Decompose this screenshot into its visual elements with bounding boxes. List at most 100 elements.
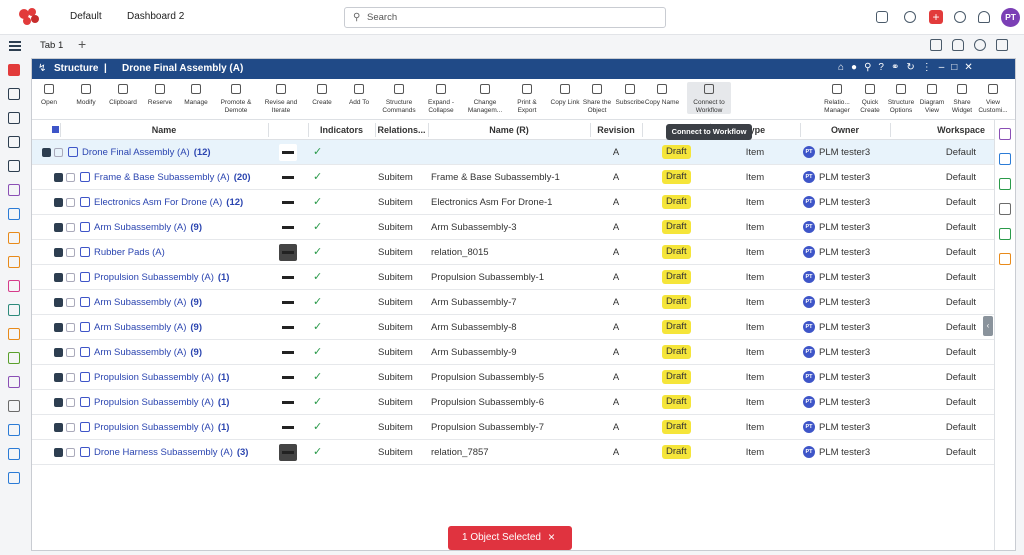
panel-icon[interactable] (999, 203, 1011, 215)
table-row[interactable]: Frame & Base Subassembly (A) (20) ✓ Subitem… (32, 165, 994, 190)
object-name[interactable]: Frame & Base Subassembly (A) (20) (94, 172, 251, 183)
toolbar-button[interactable]: Clipboard (101, 82, 145, 107)
expand-toggle[interactable] (54, 248, 63, 257)
toolbar-button[interactable]: Modify (64, 82, 108, 107)
icon[interactable] (978, 11, 990, 23)
header-icons[interactable]: ⌂●⚲?⚭↻⋮–□✕ (838, 62, 980, 73)
toolbar-button[interactable]: Print & Export (505, 82, 549, 114)
dashboard-tab[interactable]: Dashboard 2 (127, 11, 185, 22)
add-tab[interactable]: + (78, 36, 87, 52)
object-name[interactable]: Propulsion Subassembly (A) (1) (94, 272, 230, 283)
row-checkbox[interactable] (66, 398, 75, 407)
toolbar-button[interactable]: Create (300, 82, 344, 107)
toolbar-button[interactable]: Revise and Iterate (259, 82, 303, 114)
row-checkbox[interactable] (66, 273, 75, 282)
toolbar-button[interactable]: Diagram View (910, 82, 954, 114)
sidebar-icon[interactable] (8, 136, 20, 148)
toolbar-button[interactable]: Structure Options (879, 82, 923, 114)
row-checkbox[interactable] (66, 323, 75, 332)
toolbar-button[interactable]: Copy Link (543, 82, 587, 107)
panel-icon[interactable] (999, 178, 1011, 190)
search-box[interactable]: ⚲ Search (344, 7, 666, 28)
object-name[interactable]: Arm Subassembly (A) (9) (94, 347, 203, 358)
table-row[interactable]: Drone Final Assembly (A) (12) ✓ A Draft Item P… (32, 140, 994, 165)
object-name[interactable]: Propulsion Subassembly (A) (1) (94, 422, 230, 433)
toolbar-button[interactable]: Manage (174, 82, 218, 107)
toolbar-button[interactable]: Share Widget (940, 82, 984, 114)
icon[interactable] (952, 39, 964, 51)
icon[interactable] (876, 11, 888, 23)
tab[interactable]: Tab 1 (40, 40, 64, 51)
row-checkbox[interactable] (54, 148, 63, 157)
row-checkbox[interactable] (66, 423, 75, 432)
menu-icon[interactable] (9, 41, 21, 51)
toolbar-button[interactable]: Promote & Demote (214, 82, 258, 114)
column-header[interactable]: Type (744, 125, 766, 135)
expand-toggle[interactable] (54, 423, 63, 432)
toolbar-button[interactable]: Expand - Collapse (419, 82, 463, 114)
table-row[interactable]: Arm Subassembly (A) (9) ✓ Subitem Arm Subass… (32, 215, 994, 240)
toolbar-button[interactable]: Relatio... Manager (815, 82, 859, 114)
toolbar-button[interactable]: Open (27, 82, 71, 107)
sidebar-icon[interactable] (8, 304, 20, 316)
sidebar-icon[interactable] (8, 208, 20, 220)
icon[interactable] (904, 11, 916, 23)
row-checkbox[interactable] (66, 448, 75, 457)
clear-selection[interactable]: × (548, 530, 556, 544)
row-checkbox[interactable] (66, 373, 75, 382)
object-name[interactable]: Propulsion Subassembly (A) (1) (94, 372, 230, 383)
row-checkbox[interactable] (66, 223, 75, 232)
object-name[interactable]: Propulsion Subassembly (A) (1) (94, 397, 230, 408)
column-header[interactable]: Workspace (937, 125, 985, 135)
toolbar-button[interactable]: Add To (337, 82, 381, 107)
expand-toggle[interactable] (54, 273, 63, 282)
expand-toggle[interactable] (54, 398, 63, 407)
collapse-handle[interactable]: ‹ (983, 316, 993, 336)
column-header[interactable]: Name (R) (489, 125, 529, 135)
object-name[interactable]: Arm Subassembly (A) (9) (94, 222, 203, 233)
toolbar-button[interactable]: Share the Object (575, 82, 619, 114)
sidebar-icon[interactable] (8, 352, 20, 364)
sidebar-icon[interactable] (8, 64, 20, 76)
expand-toggle[interactable] (54, 298, 63, 307)
expand-toggle[interactable] (54, 323, 63, 332)
panel-icon[interactable] (999, 128, 1011, 140)
column-header[interactable]: Name (151, 125, 177, 135)
expand-toggle[interactable] (54, 198, 63, 207)
sidebar-icon[interactable] (8, 376, 20, 388)
expand-toggle[interactable] (54, 348, 63, 357)
user-avatar[interactable]: PT (1001, 8, 1020, 27)
object-name[interactable]: Electronics Asm For Drone (A) (12) (94, 197, 244, 208)
object-name[interactable]: Drone Harness Subassembly (A) (3) (94, 447, 249, 458)
row-checkbox[interactable] (66, 173, 75, 182)
row-checkbox[interactable] (66, 298, 75, 307)
row-checkbox[interactable] (66, 198, 75, 207)
icon[interactable] (930, 39, 942, 51)
toolbar-button[interactable]: Reserve (138, 82, 182, 107)
sidebar-icon[interactable] (8, 328, 20, 340)
toolbar-button[interactable]: View Customi... (971, 82, 1015, 114)
sidebar-icon[interactable] (8, 424, 20, 436)
object-name[interactable]: Drone Final Assembly (A) (12) (82, 147, 211, 158)
icon[interactable] (974, 39, 986, 51)
table-row[interactable]: Arm Subassembly (A) (9) ✓ Subitem Arm Subass… (32, 315, 994, 340)
panel-icon[interactable] (999, 228, 1011, 240)
icon[interactable] (954, 11, 966, 23)
object-name[interactable]: Arm Subassembly (A) (9) (94, 297, 203, 308)
table-row[interactable]: Propulsion Subassembly (A) (1) ✓ Subitem Pro… (32, 365, 994, 390)
expand-toggle[interactable] (42, 148, 51, 157)
column-header[interactable]: Relations... (377, 125, 426, 135)
toolbar-button[interactable]: Change Managem... (463, 82, 507, 114)
object-name[interactable]: Rubber Pads (A) (94, 247, 165, 258)
sidebar-icon[interactable] (8, 448, 20, 460)
row-checkbox[interactable] (66, 348, 75, 357)
table-row[interactable]: Arm Subassembly (A) (9) ✓ Subitem Arm Subass… (32, 290, 994, 315)
sidebar-icon[interactable] (8, 256, 20, 268)
sidebar-icon[interactable] (8, 232, 20, 244)
toolbar-button[interactable]: Subscribe (608, 82, 652, 107)
icon[interactable] (996, 39, 1008, 51)
table-row[interactable]: Propulsion Subassembly (A) (1) ✓ Subitem Pro… (32, 390, 994, 415)
object-name[interactable]: Arm Subassembly (A) (9) (94, 322, 203, 333)
column-header[interactable]: Revision (597, 125, 635, 135)
toolbar-button[interactable]: Connect to Workflow (687, 82, 731, 114)
